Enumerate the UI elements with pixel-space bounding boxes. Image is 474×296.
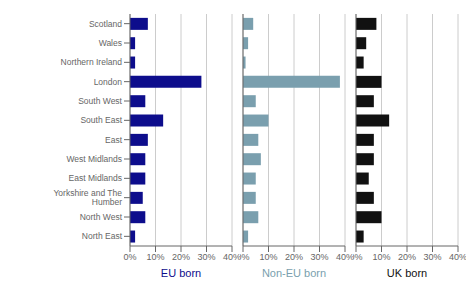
svg-text:20%: 20%: [398, 252, 416, 262]
svg-text:30%: 30%: [423, 252, 441, 262]
svg-text:Northern Ireland: Northern Ireland: [61, 57, 123, 67]
svg-text:40%: 40%: [336, 252, 353, 262]
svg-text:20%: 20%: [172, 252, 190, 262]
svg-text:East Midlands: East Midlands: [69, 173, 122, 183]
svg-text:10%: 10%: [146, 252, 164, 262]
svg-text:Scotland: Scotland: [89, 19, 122, 29]
svg-text:10%: 10%: [372, 252, 390, 262]
svg-text:London: London: [94, 77, 123, 87]
svg-text:30%: 30%: [310, 252, 328, 262]
svg-text:North West: North West: [80, 212, 123, 222]
svg-text:EU born: EU born: [161, 267, 201, 279]
svg-text:East: East: [105, 135, 123, 145]
svg-text:Non-EU born: Non-EU born: [262, 267, 326, 279]
svg-text:20%: 20%: [285, 252, 303, 262]
svg-text:30%: 30%: [197, 252, 215, 262]
svg-text:0%: 0%: [240, 252, 250, 262]
svg-text:South West: South West: [78, 96, 122, 106]
svg-text:South East: South East: [80, 115, 122, 125]
svg-text:10%: 10%: [259, 252, 277, 262]
svg-text:UK born: UK born: [387, 267, 427, 279]
svg-text:Yorkshire and TheHumber: Yorkshire and TheHumber: [53, 188, 122, 207]
svg-text:40%: 40%: [449, 252, 466, 262]
svg-text:40%: 40%: [223, 252, 240, 262]
svg-text:0%: 0%: [353, 252, 363, 262]
svg-text:Wales: Wales: [99, 38, 122, 48]
svg-text:West Midlands: West Midlands: [66, 154, 122, 164]
svg-text:0%: 0%: [123, 252, 136, 262]
svg-text:North East: North East: [82, 231, 123, 241]
